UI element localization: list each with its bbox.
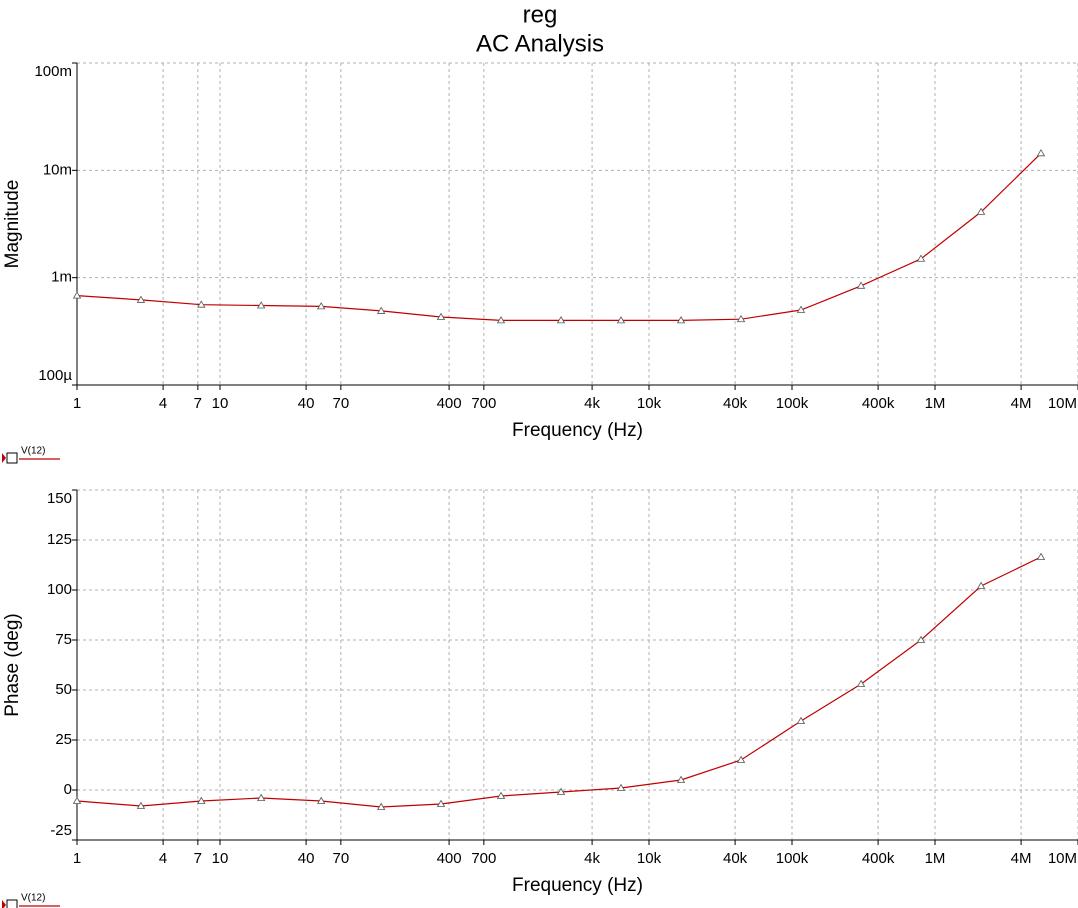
marker: [796, 716, 806, 724]
series-line: [76, 152, 1042, 321]
chart-subtitle: AC Analysis: [476, 30, 604, 57]
chart-title: reg: [523, 1, 558, 28]
marker: [736, 755, 746, 763]
x-tick-label: 70: [333, 395, 350, 412]
x-tick-label: 4: [159, 850, 167, 867]
y-tick-label: 25: [55, 731, 72, 748]
y-axis-label: Magnitude: [2, 180, 23, 269]
y-tick-label: 0: [64, 781, 72, 798]
marker: [676, 316, 686, 324]
x-tick-label: 4k: [584, 395, 600, 412]
marker: [856, 281, 866, 289]
x-tick-label: 400k: [862, 850, 895, 867]
x-tick-label: 40: [298, 395, 315, 412]
x-tick-label: 700: [471, 850, 496, 867]
x-tick-label: 40k: [723, 395, 748, 412]
x-tick-label: 10M: [1048, 395, 1077, 412]
x-axis-label: Frequency (Hz): [512, 420, 643, 441]
y-tick-label: 125: [47, 531, 72, 548]
x-tick-label: 10k: [637, 395, 662, 412]
marker: [136, 801, 146, 809]
x-axis-label: Frequency (Hz): [512, 875, 643, 896]
x-tick-label: 400k: [862, 395, 895, 412]
y-tick-label: 75: [55, 631, 72, 648]
x-tick-label: 4: [159, 395, 167, 412]
x-tick-label: 70: [333, 850, 350, 867]
marker: [496, 791, 506, 799]
y-tick-label: 100µ: [38, 367, 72, 384]
y-tick-label: 50: [55, 681, 72, 698]
marker: [316, 302, 326, 310]
y-tick-label: -25: [50, 822, 72, 839]
marker: [736, 314, 746, 323]
x-tick-label: 40: [298, 850, 315, 867]
marker: [1036, 552, 1046, 560]
legend-label: V(12): [21, 893, 45, 904]
marker: [676, 775, 686, 783]
x-tick-label: 4M: [1011, 850, 1032, 867]
marker: [316, 796, 326, 804]
legend-label: V(12): [21, 446, 45, 457]
marker: [556, 316, 566, 324]
marker: [916, 635, 926, 643]
marker: [376, 802, 386, 810]
marker: [856, 679, 866, 687]
x-tick-label: 10: [212, 850, 229, 867]
x-tick-label: 4M: [1011, 395, 1032, 412]
x-tick-label: 7: [194, 395, 202, 412]
marker: [256, 793, 266, 801]
y-tick-label: 150: [47, 490, 72, 507]
y-axis-label: Phase (deg): [2, 613, 23, 717]
marker: [197, 796, 206, 804]
x-tick-label: 100k: [776, 850, 809, 867]
legend-arrow: [2, 453, 6, 463]
marker: [616, 316, 626, 324]
marker: [136, 295, 146, 303]
y-tick-label: 10m: [43, 161, 72, 178]
marker: [616, 783, 626, 791]
x-tick-label: 700: [471, 395, 496, 412]
y-tick-label: 1m: [51, 269, 72, 286]
marker: [916, 254, 926, 262]
x-tick-label: 400: [437, 395, 462, 412]
x-tick-label: 10M: [1048, 850, 1077, 867]
marker: [72, 796, 82, 804]
x-tick-label: 4k: [584, 850, 600, 867]
marker: [976, 207, 986, 215]
marker: [796, 305, 806, 313]
y-tick-label: 100: [47, 581, 72, 598]
x-tick-label: 40k: [723, 850, 748, 867]
legend-checkbox: [6, 899, 18, 908]
marker: [976, 581, 986, 589]
marker: [556, 787, 566, 795]
y-tick-label: 100m: [34, 63, 72, 80]
legend-checkbox: [6, 452, 18, 464]
marker: [496, 316, 506, 324]
marker: [256, 301, 266, 309]
marker: [436, 312, 446, 320]
marker: [376, 306, 386, 314]
marker: [72, 291, 82, 299]
x-tick-label: 400: [437, 850, 462, 867]
marker: [1036, 149, 1046, 157]
legend-arrow: [2, 900, 6, 908]
x-tick-label: 10: [212, 395, 229, 412]
x-tick-label: 100k: [776, 395, 809, 412]
x-tick-label: 1: [73, 850, 81, 867]
x-tick-label: 1: [73, 395, 81, 412]
x-tick-label: 1M: [925, 395, 946, 412]
series-line: [76, 556, 1042, 808]
x-tick-label: 10k: [637, 850, 662, 867]
marker: [436, 799, 446, 807]
marker: [197, 300, 206, 308]
x-tick-label: 7: [194, 850, 202, 867]
x-tick-label: 1M: [925, 850, 946, 867]
